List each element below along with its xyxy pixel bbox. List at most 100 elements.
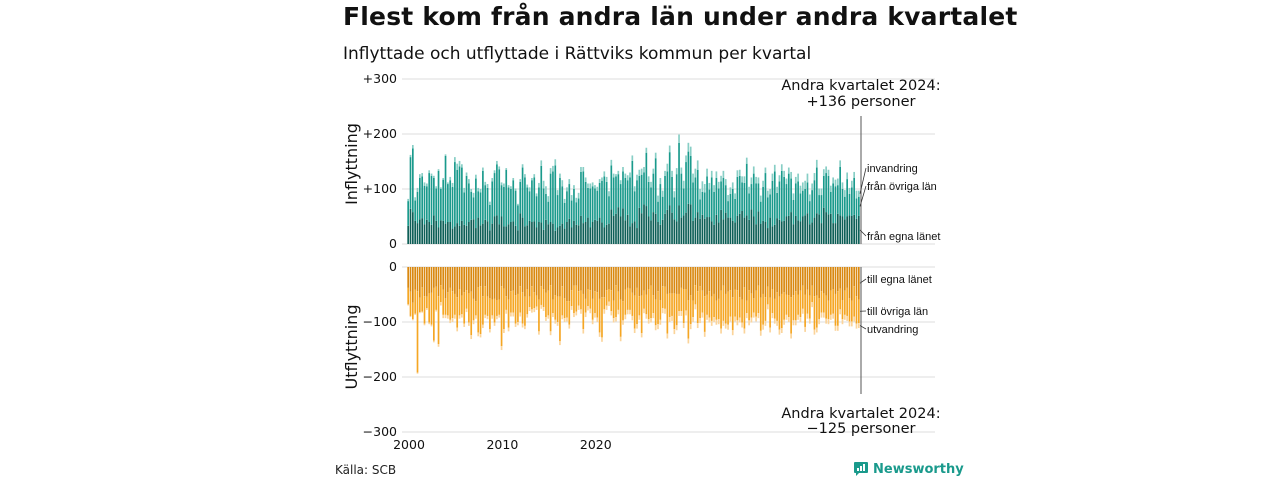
bar-inflyttning xyxy=(496,160,498,165)
bar-utflyttning xyxy=(664,267,666,287)
bar-inflyttning xyxy=(778,175,781,182)
bar-utflyttning xyxy=(713,267,715,294)
x-tick: 2000 xyxy=(393,437,425,452)
bar-inflyttning xyxy=(596,220,599,244)
bar-utflyttning xyxy=(435,286,438,310)
bar-utflyttning xyxy=(811,302,813,308)
bar-utflyttning xyxy=(640,267,643,296)
bar-utflyttning xyxy=(498,299,501,315)
bar-utflyttning xyxy=(589,290,592,309)
bar-inflyttning xyxy=(748,219,750,244)
bar-utflyttning xyxy=(451,267,454,292)
bar-inflyttning xyxy=(813,217,816,244)
bar-inflyttning xyxy=(407,225,410,244)
bar-utflyttning xyxy=(804,326,806,332)
bar-utflyttning xyxy=(428,322,431,325)
bar-inflyttning xyxy=(813,180,816,218)
bar-inflyttning xyxy=(505,169,508,227)
bar-inflyttning xyxy=(479,189,482,193)
bar-utflyttning xyxy=(680,287,683,311)
bar-utflyttning xyxy=(762,324,764,330)
bar-inflyttning xyxy=(568,179,571,185)
bar-inflyttning xyxy=(638,207,641,244)
bar-inflyttning xyxy=(722,170,725,178)
bar-utflyttning xyxy=(489,298,491,330)
bar-utflyttning xyxy=(423,323,426,326)
bar-utflyttning xyxy=(449,319,452,324)
bar-inflyttning xyxy=(720,181,722,210)
bar-utflyttning xyxy=(470,267,473,292)
bar-utflyttning xyxy=(801,267,804,286)
bar-inflyttning xyxy=(736,170,739,177)
bar-inflyttning xyxy=(458,160,461,167)
bar-utflyttning xyxy=(491,267,494,300)
bar-inflyttning xyxy=(622,171,624,209)
bar-inflyttning xyxy=(461,167,463,221)
bar-utflyttning xyxy=(433,287,435,341)
bar-utflyttning xyxy=(682,267,685,289)
bar-utflyttning xyxy=(514,267,517,296)
bar-inflyttning xyxy=(715,171,718,178)
bar-utflyttning xyxy=(545,292,547,318)
bar-utflyttning xyxy=(559,296,561,342)
bar-inflyttning xyxy=(538,182,540,188)
bar-inflyttning xyxy=(755,224,757,244)
bar-inflyttning xyxy=(626,214,629,244)
annotation-top-line2: +136 personer xyxy=(806,94,915,110)
bar-inflyttning xyxy=(629,172,631,178)
bar-inflyttning xyxy=(689,156,692,205)
bar-inflyttning xyxy=(444,156,447,224)
bar-utflyttning xyxy=(461,267,463,296)
bar-inflyttning xyxy=(682,180,685,189)
bar-utflyttning xyxy=(801,285,804,309)
bar-utflyttning xyxy=(472,298,475,321)
bar-utflyttning xyxy=(449,267,452,288)
bar-utflyttning xyxy=(797,314,799,320)
bar-inflyttning xyxy=(675,174,678,222)
bar-inflyttning xyxy=(661,219,664,244)
bar-utflyttning xyxy=(594,313,596,318)
y-tick-top: 0 xyxy=(389,236,397,251)
bar-utflyttning xyxy=(652,295,655,314)
bar-utflyttning xyxy=(542,267,545,289)
bar-inflyttning xyxy=(500,185,503,217)
y-tick-top: +100 xyxy=(363,181,397,196)
bar-inflyttning xyxy=(659,184,662,225)
bar-utflyttning xyxy=(827,319,830,325)
bar-inflyttning xyxy=(843,219,846,244)
bar-utflyttning xyxy=(549,285,552,332)
bar-inflyttning xyxy=(820,195,823,224)
bar-inflyttning xyxy=(687,151,690,204)
bar-inflyttning xyxy=(433,175,435,178)
bar-inflyttning xyxy=(762,186,764,221)
bar-utflyttning xyxy=(654,299,657,326)
bar-utflyttning xyxy=(668,293,671,318)
bar-utflyttning xyxy=(556,267,559,297)
bar-inflyttning xyxy=(650,181,652,188)
bar-utflyttning xyxy=(615,267,617,286)
bar-utflyttning xyxy=(764,320,767,326)
bar-inflyttning xyxy=(538,222,540,244)
bar-utflyttning xyxy=(631,292,634,316)
bar-utflyttning xyxy=(720,290,722,329)
bar-utflyttning xyxy=(671,293,673,316)
bar-inflyttning xyxy=(750,209,753,244)
bar-inflyttning xyxy=(703,184,706,193)
bar-inflyttning xyxy=(743,217,746,244)
bar-inflyttning xyxy=(820,188,823,196)
bar-inflyttning xyxy=(624,178,627,221)
bar-inflyttning xyxy=(451,228,454,244)
bar-inflyttning xyxy=(423,224,426,244)
bar-inflyttning xyxy=(626,180,629,215)
bar-utflyttning xyxy=(743,328,746,334)
bar-inflyttning xyxy=(610,209,613,244)
bar-inflyttning xyxy=(549,168,552,174)
bar-utflyttning xyxy=(407,304,410,306)
bar-utflyttning xyxy=(430,267,433,293)
bar-inflyttning xyxy=(568,218,571,244)
bar-utflyttning xyxy=(657,324,659,330)
bar-inflyttning xyxy=(526,187,529,226)
bar-inflyttning xyxy=(766,190,769,198)
bar-utflyttning xyxy=(825,318,827,324)
bar-utflyttning xyxy=(764,297,767,321)
